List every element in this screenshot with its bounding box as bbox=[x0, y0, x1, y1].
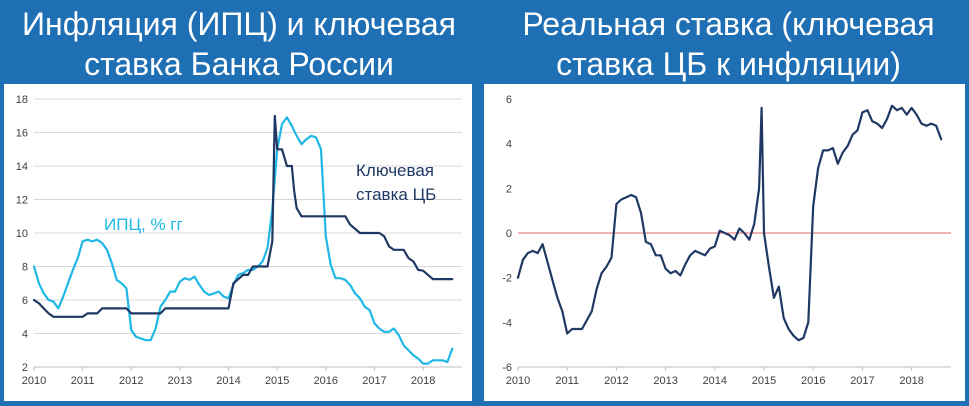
y-tick-label: 8 bbox=[22, 262, 28, 274]
y-tick-label: 16 bbox=[16, 128, 28, 140]
x-tick-label: 2018 bbox=[411, 375, 435, 387]
y-tick-label: -6 bbox=[502, 362, 512, 374]
y-tick-label: -4 bbox=[502, 317, 512, 329]
right-y-tick-labels: -6 -4 -2 0 2 4 6 bbox=[502, 94, 512, 374]
left-chart-title: Инфляция (ИПЦ) и ключевая ставка Банка Р… bbox=[0, 4, 478, 84]
series-line-1 bbox=[32, 114, 454, 318]
y-tick-label: 14 bbox=[16, 161, 28, 173]
cpi-series-label: ИПЦ, % гг bbox=[104, 215, 183, 234]
real-rate-chart-panel: -6 -4 -2 0 2 4 6 2010 2011 2012 2013 2014 2015 2016 2… bbox=[484, 84, 965, 401]
y-tick-label: 18 bbox=[16, 94, 28, 106]
x-tick-label: 2017 bbox=[850, 375, 874, 387]
x-tick-label: 2014 bbox=[703, 375, 727, 387]
y-tick-label: 0 bbox=[506, 228, 512, 240]
y-tick-label: 12 bbox=[16, 195, 28, 207]
y-tick-label: 2 bbox=[22, 362, 28, 374]
cpi-keyrate-chart-panel: 2 4 6 8 10 12 14 16 18 2010 2011 2012 2013 2014 2015 2… bbox=[4, 84, 472, 401]
x-tick-label: 2016 bbox=[314, 375, 338, 387]
x-tick-label: 2012 bbox=[119, 375, 143, 387]
x-tick-label: 2010 bbox=[22, 375, 46, 387]
right-title-line2: ставка ЦБ к инфляции) bbox=[556, 46, 901, 82]
x-tick-label: 2013 bbox=[653, 375, 677, 387]
x-tick-label: 2018 bbox=[899, 375, 923, 387]
right-title-line1: Реальная ставка (ключевая bbox=[522, 6, 935, 42]
x-tick-label: 2012 bbox=[604, 375, 628, 387]
y-tick-label: -2 bbox=[502, 273, 512, 285]
right-x-tick-labels: 2010 2011 2012 2013 2014 2015 2016 2017 2018 bbox=[506, 367, 924, 387]
y-tick-label: 10 bbox=[16, 228, 28, 240]
left-title-line1: Инфляция (ИПЦ) и ключевая bbox=[22, 6, 456, 42]
left-title-line2: ставка Банка России bbox=[84, 46, 394, 82]
left-gridlines bbox=[34, 98, 462, 334]
y-tick-label: 4 bbox=[22, 329, 28, 341]
x-tick-label: 2013 bbox=[168, 375, 192, 387]
keyrate-series-label-line2: ставка ЦБ bbox=[356, 185, 436, 204]
left-y-tick-labels: 2 4 6 8 10 12 14 16 18 bbox=[16, 94, 28, 374]
x-tick-label: 2016 bbox=[801, 375, 825, 387]
keyrate-series-label-line1: Ключевая bbox=[356, 161, 434, 180]
right-chart-title: Реальная ставка (ключевая ставка ЦБ к ин… bbox=[488, 4, 969, 84]
series-line-0 bbox=[516, 104, 943, 342]
right-series-lines bbox=[516, 104, 943, 342]
y-tick-label: 4 bbox=[506, 139, 512, 151]
x-tick-label: 2010 bbox=[506, 375, 530, 387]
left-series-lines bbox=[32, 114, 454, 365]
x-tick-label: 2017 bbox=[362, 375, 386, 387]
left-x-tick-labels: 2010 2011 2012 2013 2014 2015 2016 2017 2018 bbox=[22, 367, 435, 387]
y-tick-label: 6 bbox=[506, 94, 512, 106]
series-line-0 bbox=[32, 116, 454, 365]
y-tick-label: 6 bbox=[22, 295, 28, 307]
x-tick-label: 2015 bbox=[752, 375, 776, 387]
x-tick-label: 2014 bbox=[216, 375, 240, 387]
x-tick-label: 2015 bbox=[265, 375, 289, 387]
x-tick-label: 2011 bbox=[555, 375, 579, 387]
y-tick-label: 2 bbox=[506, 183, 512, 195]
x-tick-label: 2011 bbox=[71, 375, 95, 387]
